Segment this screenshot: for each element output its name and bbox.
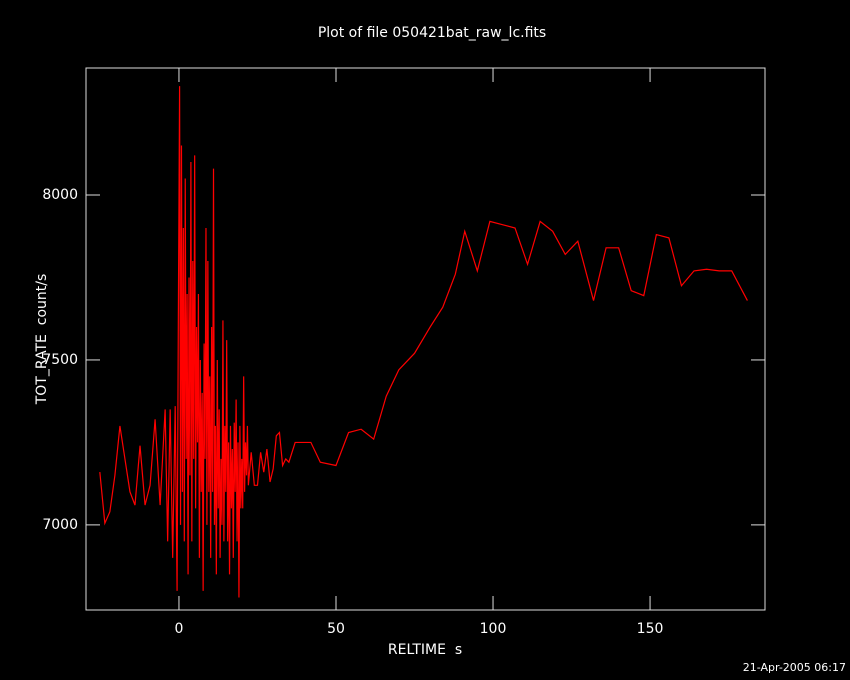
chart-title: Plot of file 050421bat_raw_lc.fits: [318, 25, 546, 41]
y-axis-label: TOT_RATE count/s: [34, 274, 50, 406]
x-axis-label: RELTIME s: [388, 642, 462, 658]
timestamp: 21-Apr-2005 06:17: [743, 661, 846, 674]
y-tick-label: 7500: [42, 352, 78, 368]
x-tick-label: 0: [175, 621, 184, 637]
x-tick-label: 50: [327, 621, 345, 637]
y-tick-label: 8000: [42, 187, 78, 203]
x-tick-label: 100: [480, 621, 507, 637]
data-line: [99, 86, 748, 598]
y-tick-label: 7000: [42, 517, 78, 533]
x-tick-label: 150: [637, 621, 664, 637]
plot-frame: [85, 67, 766, 611]
